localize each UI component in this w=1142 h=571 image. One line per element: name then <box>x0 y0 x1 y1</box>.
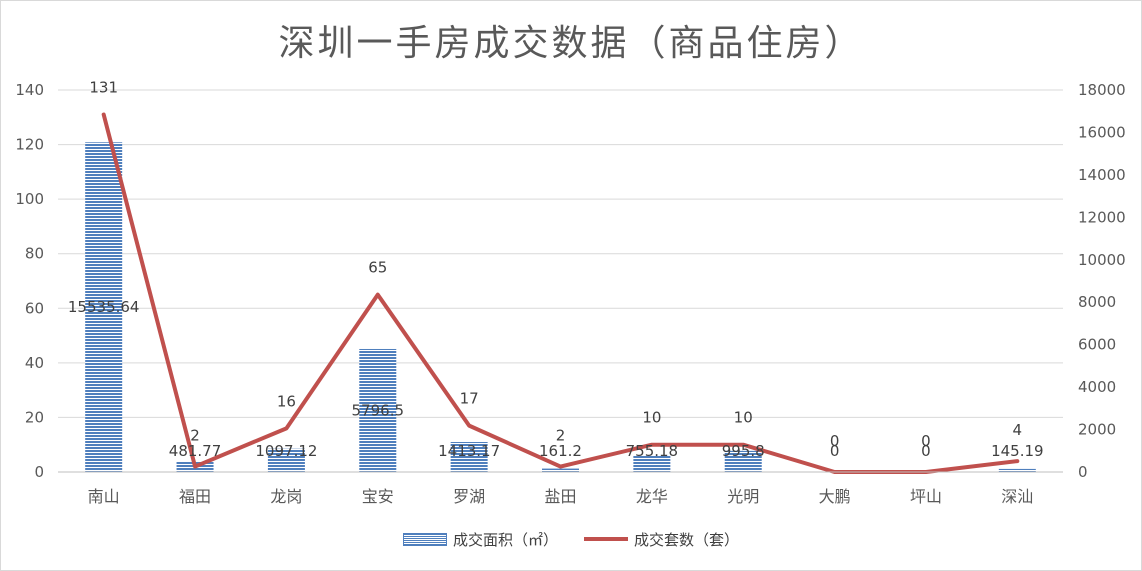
x-tick-label: 罗湖 <box>453 487 485 506</box>
line-data-label: 131 <box>89 79 118 97</box>
bar <box>724 450 762 472</box>
y-right-tick-label: 0 <box>1078 463 1088 481</box>
y-left-tick-label: 0 <box>34 463 44 481</box>
bar-data-label: 15535.64 <box>68 298 140 316</box>
legend-label-units: 成交套数（套） <box>634 530 740 549</box>
legend-item-units: 成交套数（套） <box>584 529 739 550</box>
bar <box>267 448 305 472</box>
x-tick-label: 宝安 <box>362 487 394 506</box>
bar-data-label: 481.77 <box>169 442 222 460</box>
y-left-tick-label: 20 <box>25 408 44 426</box>
bar <box>85 142 123 472</box>
y-left-tick-label: 100 <box>15 190 44 208</box>
x-tick-label: 坪山 <box>910 487 942 506</box>
bar-data-label: 995.8 <box>722 442 765 460</box>
legend-item-area: 成交面积（㎡） <box>402 529 558 550</box>
y-right-tick-label: 2000 <box>1078 421 1116 439</box>
bar <box>359 348 397 472</box>
bar-data-label: 1413.17 <box>438 442 500 460</box>
bar <box>450 442 488 472</box>
chart-legend: 成交面积（㎡） 成交套数（套） <box>0 526 1142 552</box>
line-data-label: 16 <box>277 392 296 410</box>
legend-label-area: 成交面积（㎡） <box>452 530 558 549</box>
x-tick-label: 福田 <box>179 487 211 506</box>
x-tick-label: 南山 <box>88 487 120 506</box>
line-data-label: 17 <box>460 390 479 408</box>
line-data-label: 65 <box>368 259 387 277</box>
x-tick-label: 光明 <box>727 487 759 506</box>
line-data-label: 0 <box>830 432 840 450</box>
bar <box>542 468 579 472</box>
y-left-tick-label: 60 <box>25 299 44 317</box>
legend-swatch-line <box>584 537 628 541</box>
bar-data-label: 145.19 <box>991 442 1044 460</box>
bar-data-label: 0 <box>830 442 840 460</box>
x-tick-label: 深汕 <box>1001 487 1033 506</box>
y-left-tick-label: 120 <box>15 136 44 154</box>
y-left-tick-label: 80 <box>25 245 44 263</box>
y-right-tick-label: 18000 <box>1078 81 1126 99</box>
y-right-tick-label: 16000 <box>1078 123 1126 141</box>
x-tick-label: 龙岗 <box>270 487 302 506</box>
y-right-tick-label: 4000 <box>1078 378 1116 396</box>
line-data-label: 0 <box>921 432 931 450</box>
bar-data-label: 161.2 <box>539 442 582 460</box>
bar <box>633 455 671 472</box>
line-series <box>101 112 1020 474</box>
x-tick-label: 龙华 <box>636 487 668 506</box>
bar-data-label: 5796.5 <box>352 401 405 419</box>
line-data-label: 10 <box>734 409 753 427</box>
line-data-label: 2 <box>190 427 200 445</box>
x-tick-label: 大鹏 <box>819 487 851 506</box>
legend-swatch-bar <box>402 532 447 546</box>
y-right-tick-label: 10000 <box>1078 251 1126 269</box>
bar-data-label: 1097.12 <box>255 442 317 460</box>
bar <box>998 468 1036 472</box>
x-tick-label: 盐田 <box>544 487 576 506</box>
bar-data-label: 0 <box>921 442 931 460</box>
y-left-tick-label: 140 <box>15 81 44 99</box>
chart-title: 深圳一手房成交数据（商品住房） <box>278 23 864 64</box>
y-right-tick-label: 12000 <box>1078 208 1126 226</box>
y-left-tick-label: 40 <box>25 354 44 372</box>
line-data-label: 10 <box>642 409 661 427</box>
line-data-label: 2 <box>556 427 566 445</box>
bar-data-label: 755.18 <box>626 442 679 460</box>
line-data-label: 4 <box>1013 421 1023 439</box>
y-right-tick-label: 14000 <box>1078 166 1126 184</box>
y-right-tick-label: 8000 <box>1078 293 1116 311</box>
y-right-tick-label: 6000 <box>1078 336 1116 354</box>
